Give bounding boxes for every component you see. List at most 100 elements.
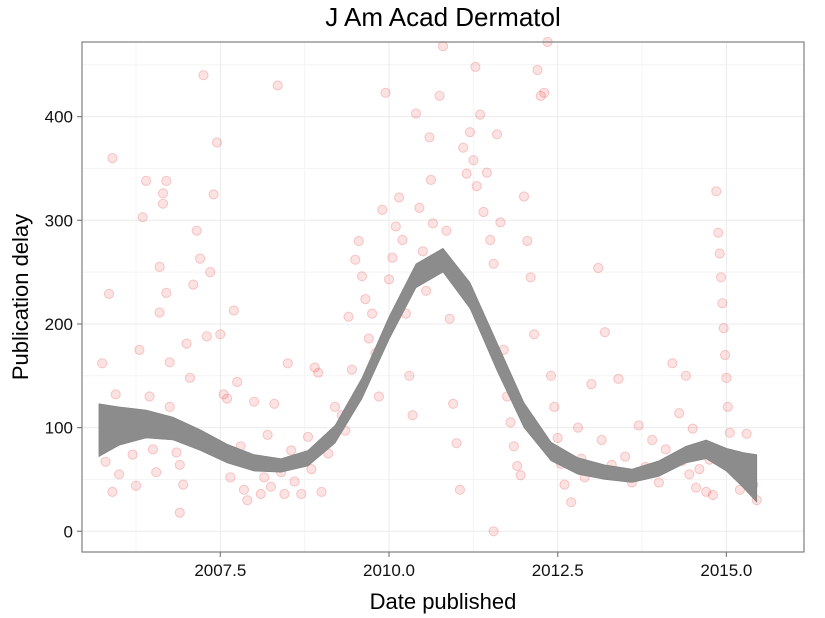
data-point [718, 323, 729, 334]
data-point [272, 80, 283, 91]
data-point [535, 90, 546, 102]
data-point [572, 422, 584, 433]
data-point [505, 417, 516, 428]
data-point [313, 367, 324, 378]
data-point [154, 307, 165, 318]
data-point [620, 451, 631, 462]
data-point [525, 272, 536, 283]
grid-layer [82, 42, 804, 552]
data-point [397, 234, 408, 246]
data-point [687, 423, 698, 434]
data-point [350, 254, 361, 265]
data-point [437, 41, 449, 52]
data-point [164, 357, 175, 368]
data-point [218, 389, 229, 400]
data-point [279, 488, 290, 500]
smooth-band-layer [98, 247, 758, 503]
data-point [549, 401, 560, 412]
data-point [100, 456, 111, 467]
data-point [714, 248, 725, 259]
data-point [215, 329, 226, 340]
data-point [424, 132, 435, 143]
data-point [522, 235, 533, 247]
data-point [282, 358, 293, 369]
data-point [360, 294, 371, 305]
data-point [427, 218, 438, 229]
data-point [329, 401, 341, 412]
data-point [707, 489, 719, 501]
data-point [478, 206, 489, 218]
data-point [599, 327, 611, 338]
data-point [647, 434, 658, 446]
data-point [451, 438, 462, 449]
data-point [107, 153, 118, 164]
data-point [468, 155, 479, 166]
data-point [545, 370, 557, 381]
data-point [147, 444, 158, 455]
plot-panel-border [81, 41, 805, 553]
data-point [181, 338, 192, 349]
data-point [717, 298, 728, 309]
y-tick-label: 100 [45, 419, 73, 438]
data-point [225, 472, 236, 483]
data-point [144, 391, 155, 402]
data-point [346, 364, 357, 375]
data-point [515, 470, 526, 481]
data-point [151, 467, 162, 478]
data-point [539, 87, 550, 98]
data-point [161, 175, 172, 186]
data-point [566, 497, 577, 508]
y-tick-label: 400 [45, 108, 73, 127]
data-point [306, 464, 317, 475]
data-point [404, 370, 415, 381]
data-point [161, 287, 172, 298]
data-point [201, 331, 212, 342]
data-point [343, 311, 354, 322]
data-point [613, 373, 624, 384]
data-point [157, 198, 169, 209]
data-point [134, 344, 145, 355]
data-point [421, 285, 432, 296]
data-point [586, 379, 597, 390]
data-point [242, 495, 253, 506]
data-point [529, 329, 540, 340]
data-point [741, 428, 752, 439]
data-point [262, 429, 273, 440]
x-tick-label: 2010.0 [363, 561, 415, 580]
data-point [434, 90, 445, 102]
data-point [684, 469, 695, 480]
data-point [471, 181, 482, 192]
data-point [228, 305, 239, 316]
data-point [249, 396, 260, 407]
data-point [444, 313, 455, 324]
chart-title: J Am Acad Dermatol [325, 2, 561, 32]
data-point [441, 225, 452, 236]
data-point [127, 449, 138, 460]
data-point [734, 484, 746, 495]
data-point [137, 212, 148, 223]
data-point [491, 129, 503, 140]
data-point [407, 410, 418, 421]
data-point [171, 447, 182, 458]
data-point [488, 526, 499, 537]
data-point [269, 398, 280, 409]
data-point [255, 488, 266, 500]
data-point [97, 358, 108, 369]
data-point [674, 408, 685, 419]
data-point [387, 252, 398, 263]
data-point [461, 168, 472, 179]
data-point [103, 288, 115, 299]
data-point [715, 272, 727, 283]
data-point [188, 279, 199, 290]
data-point [464, 127, 476, 138]
data-point [380, 87, 391, 98]
data-point [157, 188, 169, 199]
data-point [720, 349, 731, 361]
data-point [211, 137, 223, 148]
data-point [373, 391, 384, 402]
data-point [532, 64, 543, 76]
data-point [222, 393, 233, 404]
data-point [302, 431, 314, 442]
data-point [232, 376, 243, 388]
